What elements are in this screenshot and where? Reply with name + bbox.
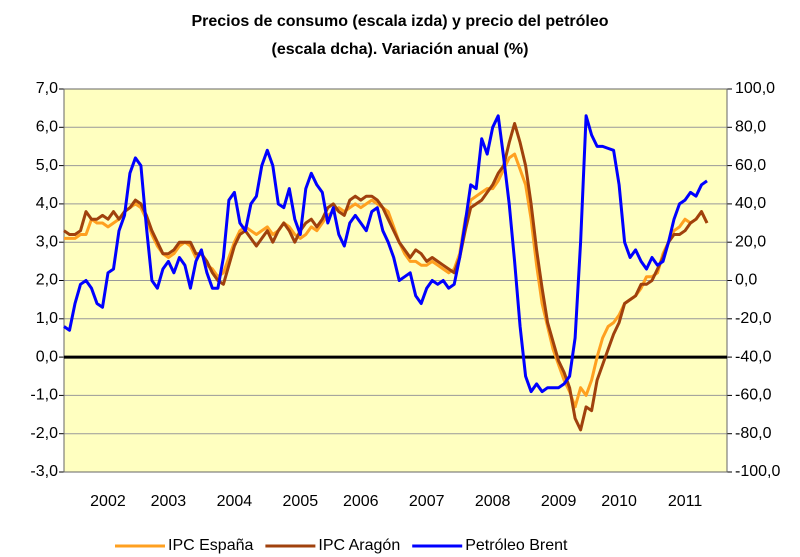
- y2-tick-label: -60,0: [735, 387, 772, 404]
- x-tick-label: 2002: [90, 493, 126, 510]
- x-tick-label: 2004: [217, 493, 253, 510]
- y2-tick-label: -20,0: [735, 310, 772, 327]
- y-tick-label: 1,0: [36, 310, 58, 327]
- y2-tick-label: -80,0: [735, 425, 772, 442]
- x-tick-label: 2005: [283, 493, 319, 510]
- x-tick-label: 2003: [151, 493, 187, 510]
- y-tick-label: 7,0: [36, 80, 58, 97]
- series-line: [63, 114, 708, 394]
- series-line: [64, 152, 709, 409]
- y-tick-label: 5,0: [36, 157, 58, 174]
- y2-tick-label: 40,0: [735, 195, 766, 212]
- y2-tick-label: 80,0: [735, 119, 766, 136]
- chart-title: Precios de consumo (escala izda) y preci…: [191, 13, 608, 30]
- y2-tick-label: -100,0: [735, 463, 780, 480]
- plot-border: [63, 88, 728, 473]
- y2-tick-label: -40,0: [735, 348, 772, 365]
- x-tick-label: 2006: [343, 493, 379, 510]
- x-tick-label: 2011: [668, 493, 703, 510]
- y-tick-label: 6,0: [36, 119, 58, 136]
- y-tick-label: -3,0: [30, 463, 58, 480]
- x-tick-label: 2007: [409, 493, 445, 510]
- x-tick-label: 2009: [541, 493, 577, 510]
- y2-tick-label: 60,0: [735, 157, 766, 174]
- y-tick-label: -2,0: [30, 425, 58, 442]
- y-tick-label: -1,0: [30, 387, 58, 404]
- x-tick-label: 2008: [475, 493, 511, 510]
- legend-label: Petróleo Brent: [465, 537, 568, 554]
- legend-label: IPC España: [168, 537, 253, 554]
- y2-tick-label: 100,0: [735, 80, 775, 97]
- y2-tick-label: 20,0: [735, 233, 766, 250]
- y-tick-label: 2,0: [36, 272, 58, 289]
- y2-tick-label: 0,0: [735, 272, 757, 289]
- x-tick-label: 2010: [601, 493, 637, 510]
- y-tick-label: 0,0: [36, 348, 58, 365]
- legend-label: IPC Aragón: [318, 537, 400, 554]
- chart-title: (escala dcha). Variación anual (%): [272, 41, 529, 58]
- y-tick-label: 3,0: [36, 233, 58, 250]
- series-line: [63, 122, 709, 432]
- y-tick-label: 4,0: [36, 195, 58, 212]
